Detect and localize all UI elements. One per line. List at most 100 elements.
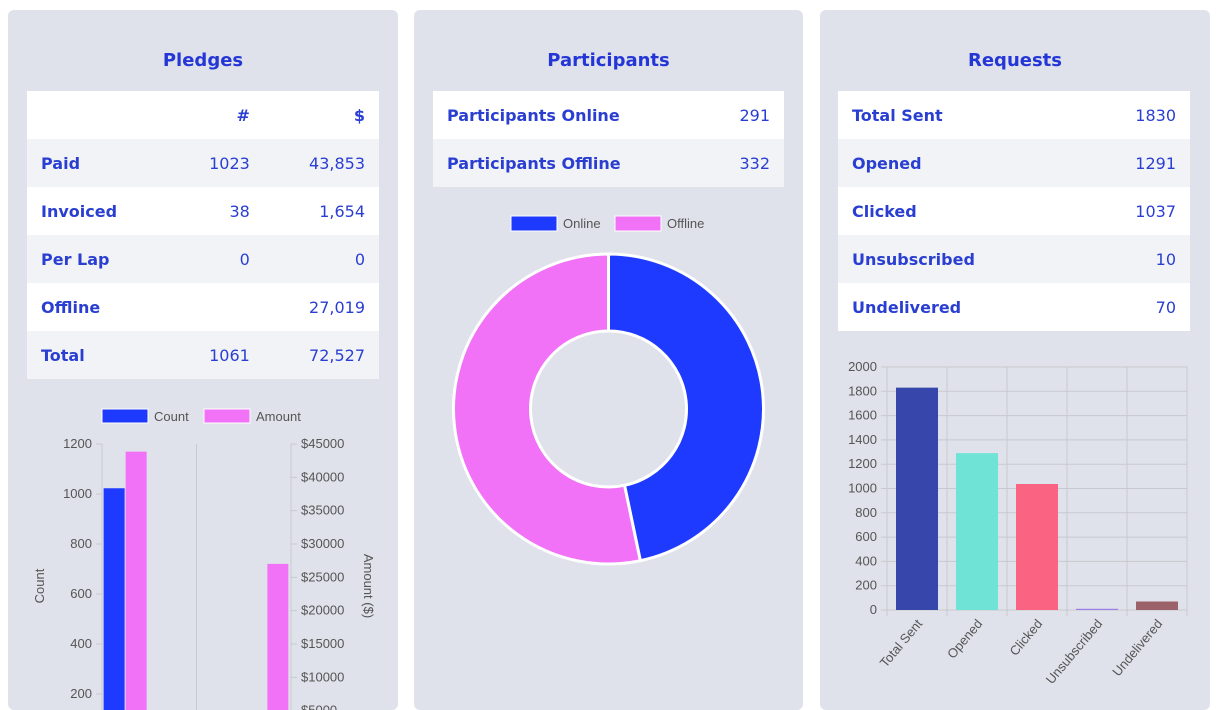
- y2-axis-label: Amount ($): [361, 554, 376, 618]
- y-tick-label: 2000: [848, 359, 877, 374]
- bar-amount: [267, 563, 289, 710]
- y-axis-label: Count: [32, 568, 47, 603]
- legend-label: Count: [154, 409, 189, 424]
- row-count: 1023: [169, 139, 264, 187]
- requests-title: Requests: [967, 50, 1062, 71]
- x-tick-label: Undelivered: [1109, 616, 1165, 679]
- row-label: Participants Offline: [433, 139, 706, 187]
- slice-offline: [452, 252, 643, 566]
- x-tick-label: Total Sent: [877, 616, 926, 670]
- y2-tick-label: $40000: [301, 469, 344, 484]
- row-amount: 1,654: [263, 187, 379, 235]
- legend-label: Offline: [667, 216, 704, 231]
- y2-tick-label: $35000: [301, 503, 344, 518]
- bar: [1136, 601, 1178, 610]
- y-tick-label: 1200: [63, 436, 92, 451]
- table-row: Total Sent 1830: [838, 91, 1190, 139]
- y-tick-label: 600: [855, 529, 877, 544]
- legend-label: Amount: [256, 409, 301, 424]
- row-count: 0: [169, 235, 264, 283]
- count-header: #: [169, 91, 264, 139]
- row-label: Unsubscribed: [838, 235, 1080, 283]
- participants-title: Participants: [547, 50, 670, 71]
- y-tick-label: 1600: [848, 408, 877, 423]
- y-tick-label: 1000: [848, 481, 877, 496]
- bar: [1016, 484, 1058, 610]
- y-tick-label: 1400: [848, 432, 877, 447]
- row-count: [169, 283, 264, 331]
- table-row: Total 1061 72,527: [27, 331, 379, 379]
- y-tick-label: 200: [855, 578, 877, 593]
- x-tick-label: Unsubscribed: [1043, 616, 1106, 687]
- row-value: 332: [705, 139, 784, 187]
- row-label: Offline: [27, 283, 170, 331]
- table-row: Unsubscribed 10: [838, 235, 1190, 283]
- table-row: Paid 1023 43,853: [27, 139, 379, 187]
- requests-panel: Requests Total Sent 1830 Opened 1291 Cli…: [820, 10, 1210, 710]
- y2-tick-label: $25000: [301, 569, 344, 584]
- pledges-title: Pledges: [162, 50, 244, 71]
- y-tick-label: 1000: [63, 486, 92, 501]
- y-tick-label: 400: [70, 636, 92, 651]
- participants-chart: Online Offline: [452, 215, 765, 566]
- participants-table: Participants Online 291 Participants Off…: [433, 91, 784, 187]
- y2-tick-label: $20000: [301, 603, 344, 618]
- table-header-row: # $: [27, 91, 379, 139]
- y-tick-label: 0: [870, 602, 877, 617]
- row-label: Total Sent: [838, 91, 1080, 139]
- row-label: Clicked: [838, 187, 1080, 235]
- row-value: 70: [1079, 283, 1190, 331]
- pledges-chart: 200 400 600 800 1000 1200 $5000 $10000 $15000 $20…: [32, 408, 376, 710]
- pledges-table: # $ Paid 1023 43,853 Invoiced 38 1,654 P…: [27, 91, 379, 379]
- bar-amount: [125, 451, 147, 710]
- table-row: Clicked 1037: [838, 187, 1190, 235]
- row-amount: 43,853: [263, 139, 379, 187]
- row-amount: 0: [263, 235, 379, 283]
- table-row: Participants Online 291: [433, 91, 784, 139]
- row-label: Participants Online: [433, 91, 706, 139]
- y-tick-label: 400: [855, 553, 877, 568]
- row-label: Opened: [838, 139, 1080, 187]
- row-value: 1830: [1079, 91, 1190, 139]
- row-amount: 72,527: [263, 331, 379, 379]
- row-label: Undelivered: [838, 283, 1080, 331]
- bar: [956, 453, 998, 610]
- pledges-panel: Pledges # $ Paid 1023 43,853 Invoiced 38…: [8, 10, 398, 710]
- requests-chart: 0 200 400 600 800 1000 1200 1400 1600 1800 2000 Tot…: [848, 359, 1188, 687]
- amount-header: $: [263, 91, 379, 139]
- row-count: 38: [169, 187, 264, 235]
- row-amount: 27,019: [263, 283, 379, 331]
- row-value: 10: [1079, 235, 1190, 283]
- bar: [896, 387, 938, 610]
- table-row: Per Lap 0 0: [27, 235, 379, 283]
- requests-table: Total Sent 1830 Opened 1291 Clicked 1037…: [838, 91, 1190, 331]
- table-row: Invoiced 38 1,654: [27, 187, 379, 235]
- row-count: 1061: [169, 331, 264, 379]
- legend-label: Online: [563, 216, 601, 231]
- row-value: 1291: [1079, 139, 1190, 187]
- legend-swatch-offline: [614, 215, 662, 232]
- row-label: Invoiced: [27, 187, 170, 235]
- table-row: Undelivered 70: [838, 283, 1190, 331]
- table-row: Participants Offline 332: [433, 139, 784, 187]
- bar: [1076, 608, 1118, 610]
- y-tick-label: 1800: [848, 383, 877, 398]
- y-tick-label: 200: [70, 686, 92, 701]
- row-label: Paid: [27, 139, 170, 187]
- y-tick-label: 1200: [848, 456, 877, 471]
- y2-tick-label: $45000: [301, 436, 344, 451]
- x-tick-label: Opened: [944, 616, 985, 661]
- y-tick-label: 800: [70, 536, 92, 551]
- row-value: 1037: [1079, 187, 1190, 235]
- row-value: 291: [705, 91, 784, 139]
- slice-online: [607, 252, 765, 563]
- row-label: Per Lap: [27, 235, 170, 283]
- table-row: Offline 27,019: [27, 283, 379, 331]
- x-tick-label: Clicked: [1006, 616, 1045, 658]
- row-label: Total: [27, 331, 170, 379]
- y2-tick-label: $30000: [301, 536, 344, 551]
- table-row: Opened 1291: [838, 139, 1190, 187]
- legend-swatch-count: [101, 408, 149, 424]
- legend-swatch-amount: [203, 408, 251, 424]
- y2-tick-label: $5000: [301, 703, 337, 710]
